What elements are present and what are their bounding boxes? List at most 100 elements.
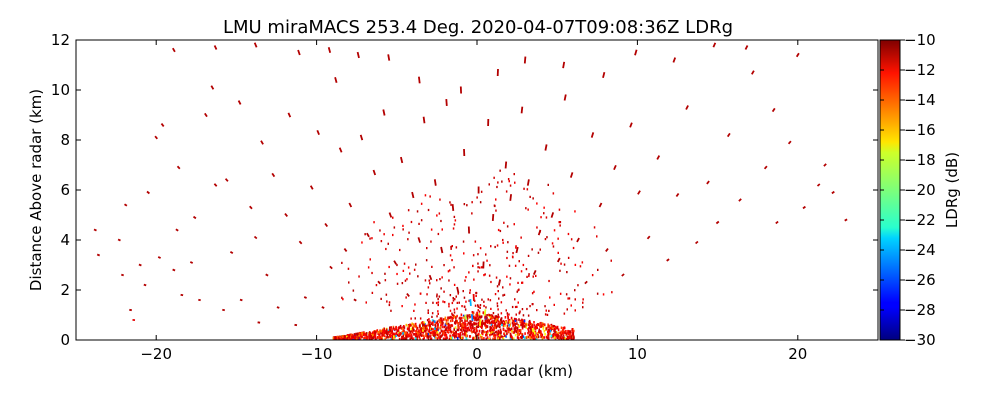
- echo-cell: [523, 319, 526, 323]
- echo-cell: [478, 310, 481, 313]
- echo-cell: [508, 313, 510, 316]
- echo-cell: [481, 338, 483, 340]
- echo-cell: [497, 290, 499, 293]
- echo-cell: [425, 259, 428, 262]
- data-point: [428, 274, 433, 281]
- echo-cell: [552, 192, 555, 195]
- echo-cell: [494, 334, 497, 337]
- echo-cell: [467, 328, 469, 331]
- echo-cell: [506, 312, 509, 315]
- echo-cell: [500, 317, 503, 320]
- echo-cell: [512, 319, 514, 323]
- echo-cell: [487, 298, 489, 301]
- data-point: [469, 299, 472, 306]
- echo-cell: [495, 315, 498, 318]
- echo-cell: [547, 338, 550, 340]
- echo-cell: [416, 327, 419, 330]
- echo-cell: [509, 277, 512, 280]
- echo-cell: [338, 336, 340, 340]
- echo-cell: [358, 334, 360, 338]
- echo-cell: [481, 336, 483, 339]
- echo-cell: [536, 309, 538, 312]
- echo-cell: [434, 336, 437, 339]
- echo-cell: [488, 313, 490, 317]
- echo-cell: [493, 204, 496, 207]
- echo-cell: [471, 311, 474, 314]
- echo-cell: [503, 221, 505, 224]
- echo-cell: [520, 236, 522, 239]
- echo-cell: [426, 333, 428, 336]
- echo-cell: [386, 330, 388, 334]
- data-point: [180, 293, 184, 297]
- echo-cell: [491, 332, 494, 335]
- echo-cell: [334, 336, 336, 339]
- echo-cell: [432, 319, 435, 323]
- echo-cell: [466, 334, 468, 338]
- echo-cell: [552, 334, 555, 337]
- data-point: [121, 273, 124, 277]
- echo-cell: [469, 335, 472, 338]
- echo-cell: [436, 329, 438, 333]
- echo-cell: [429, 282, 431, 285]
- echo-cell: [401, 331, 403, 334]
- echo-cell: [350, 333, 353, 337]
- echo-cell: [442, 300, 444, 303]
- echo-cell: [610, 259, 612, 262]
- echo-cell: [544, 238, 547, 241]
- echo-cell: [489, 264, 491, 267]
- echo-cell: [472, 337, 474, 340]
- echo-cell: [449, 294, 452, 297]
- echo-cell: [488, 337, 491, 340]
- echo-cell: [453, 328, 455, 331]
- echo-cell: [347, 267, 350, 270]
- echo-cell: [456, 333, 458, 336]
- colorbar-tick-label: −18: [904, 151, 936, 169]
- echo-cell: [413, 268, 416, 271]
- echo-cell: [506, 324, 509, 328]
- echo-cell: [509, 283, 511, 286]
- echo-cell: [372, 331, 375, 334]
- echo-cell: [451, 313, 454, 317]
- echo-cell: [393, 226, 396, 229]
- echo-cell: [560, 262, 562, 265]
- echo-cell: [418, 222, 420, 225]
- echo-cell: [344, 335, 347, 338]
- data-point: [646, 235, 651, 240]
- echo-cell: [434, 335, 436, 339]
- echo-cell: [374, 332, 377, 335]
- echo-cell: [497, 322, 499, 325]
- data-point: [388, 212, 393, 218]
- echo-cell: [422, 324, 424, 327]
- echo-cell: [462, 326, 464, 329]
- echo-cell: [442, 332, 445, 335]
- echo-cell: [551, 242, 554, 245]
- echo-cell: [574, 263, 577, 266]
- echo-cell: [432, 328, 435, 331]
- echo-cell: [383, 233, 385, 236]
- echo-cell: [548, 279, 550, 283]
- echo-cell: [440, 329, 443, 333]
- echo-cell: [413, 309, 415, 312]
- echo-cell: [437, 325, 439, 329]
- echo-cell: [596, 292, 599, 295]
- echo-cell: [531, 330, 533, 334]
- echo-cell: [545, 216, 548, 219]
- echo-cell: [490, 280, 492, 284]
- data-point: [672, 57, 677, 63]
- echo-cell: [577, 284, 579, 287]
- echo-cell: [527, 254, 530, 257]
- echo-cell: [475, 318, 478, 321]
- echo-cell: [348, 335, 351, 339]
- echo-cell: [402, 333, 405, 337]
- echo-cell: [451, 312, 453, 315]
- echo-cell: [491, 316, 494, 320]
- echo-cell: [557, 334, 559, 337]
- echo-cell: [504, 334, 506, 337]
- echo-cell: [500, 334, 502, 338]
- echo-cell: [539, 330, 541, 333]
- echo-cell: [414, 317, 416, 320]
- echo-cell: [422, 329, 424, 332]
- echo-cell: [358, 275, 360, 278]
- echo-cell: [469, 323, 472, 326]
- echo-cell: [430, 337, 432, 340]
